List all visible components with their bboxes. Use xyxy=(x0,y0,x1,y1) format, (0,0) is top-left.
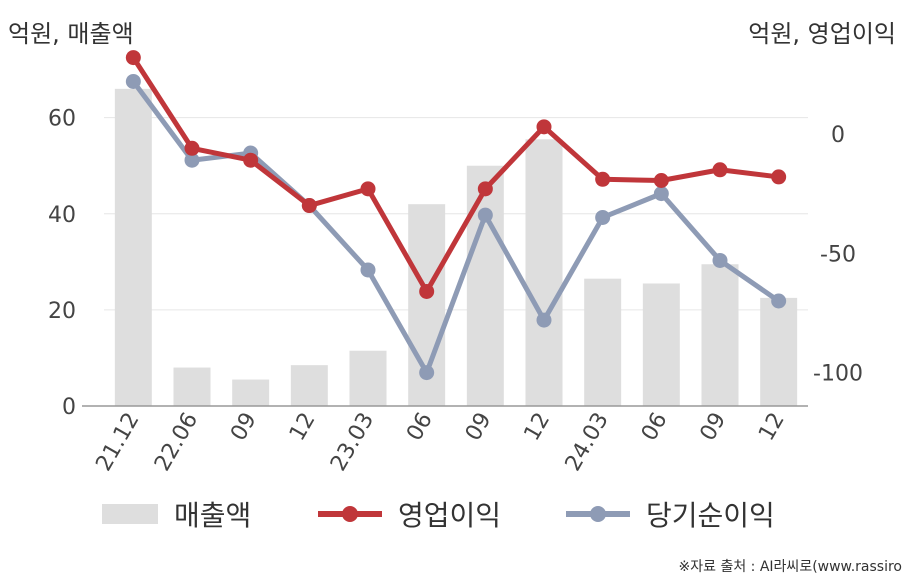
op-profit-point xyxy=(595,171,611,187)
revenue-bar xyxy=(290,365,328,406)
left-tick-label: 0 xyxy=(62,395,76,420)
x-tick-label: 09 xyxy=(226,409,262,446)
op-profit-point xyxy=(771,169,787,185)
x-tick-label: 12 xyxy=(285,409,321,446)
right-tick-label: -100 xyxy=(813,362,863,387)
x-tick-label: 06 xyxy=(637,409,673,446)
legend-label-op-profit: 영업이익 xyxy=(398,499,502,532)
right-tick-label: 0 xyxy=(831,123,845,148)
x-tick-label: 06 xyxy=(402,409,438,446)
op-profit-point xyxy=(360,181,376,197)
net-income-point xyxy=(653,186,669,202)
net-income-point xyxy=(712,252,728,268)
revenue-bar xyxy=(349,350,387,406)
revenue-bar xyxy=(114,88,152,406)
revenue-bar xyxy=(466,165,504,406)
net-income-point xyxy=(125,73,141,89)
x-tick-label: 09 xyxy=(461,409,497,446)
legend-swatch-op-profit xyxy=(318,506,382,522)
legend-label-net-income: 당기순이익 xyxy=(646,499,775,532)
legend-item-op-profit: 영업이익 xyxy=(318,492,501,536)
op-profit-point xyxy=(477,181,493,197)
legend-item-revenue: 매출액 xyxy=(102,492,251,536)
net-income-point xyxy=(477,207,493,223)
net-income-point xyxy=(184,152,200,168)
op-profit-point xyxy=(419,283,435,299)
net-income-point xyxy=(771,293,787,309)
op-profit-point xyxy=(653,173,669,189)
revenue-bar xyxy=(584,278,622,406)
x-tick-label: 22.06 xyxy=(150,409,203,476)
op-profit-line xyxy=(131,56,779,294)
legend-label-revenue: 매출액 xyxy=(174,499,252,532)
x-tick-label: 12 xyxy=(754,409,790,446)
legend-swatch-revenue xyxy=(102,504,158,524)
net-income-point xyxy=(419,365,435,381)
revenue-bar xyxy=(173,367,211,406)
left-tick-label: 20 xyxy=(48,299,76,324)
net-income-point xyxy=(595,209,611,225)
source-note: ※자료 출처 : AI라씨로(www.rassiro xyxy=(678,559,902,575)
revenue-bar xyxy=(525,139,563,406)
net-income-point xyxy=(360,262,376,278)
x-tick-label: 23.03 xyxy=(326,409,379,476)
left-axis-unit: 억원, 매출액 xyxy=(8,20,134,48)
op-profit-point xyxy=(125,50,141,66)
op-profit-point xyxy=(301,198,317,214)
net-income-line xyxy=(131,79,781,376)
op-profit-point xyxy=(536,119,552,135)
x-tick-label: 21.12 xyxy=(91,409,144,476)
legend-swatch-net-income xyxy=(566,506,630,522)
revenue-bar xyxy=(760,297,798,406)
x-tick-label: 12 xyxy=(520,409,556,446)
net-income-point xyxy=(536,312,552,328)
op-profit-point xyxy=(243,152,259,168)
legend: 매출액 영업이익 당기순이익 xyxy=(0,492,908,536)
op-profit-point xyxy=(712,162,728,178)
op-profit-point xyxy=(184,140,200,156)
right-tick-label: -50 xyxy=(820,242,856,267)
revenue-bar xyxy=(232,379,270,406)
legend-item-net-income: 당기순이익 xyxy=(566,492,775,536)
revenue-bar xyxy=(642,283,680,406)
x-tick-label: 09 xyxy=(696,409,732,446)
right-axis-unit: 억원, 영업이익 xyxy=(748,20,896,48)
revenue-bar xyxy=(701,264,739,406)
left-tick-label: 40 xyxy=(48,203,76,228)
x-tick-label: 24.03 xyxy=(561,409,614,476)
left-tick-label: 60 xyxy=(48,107,76,132)
